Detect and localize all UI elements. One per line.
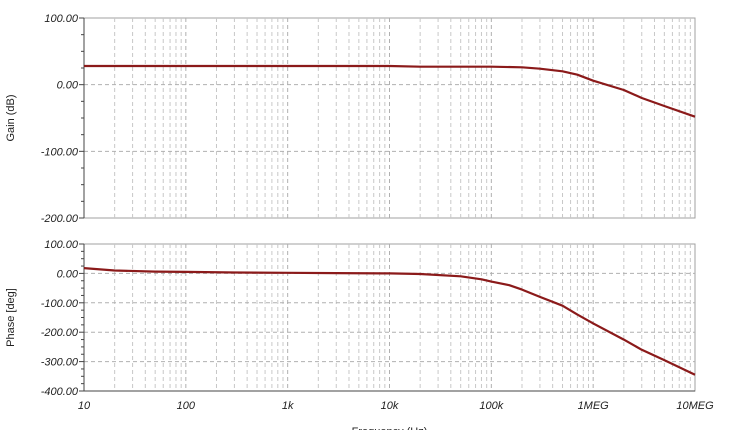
y-tick-label: -200.00 [41,213,79,225]
y-axis-title: Gain (dB) [5,94,17,141]
series-line [83,267,696,376]
x-tick-label: 100 [177,400,196,412]
series-line [84,64,696,118]
x-tick-label: 1MEG [578,400,610,412]
y-tick-label: -100.00 [41,298,79,310]
gain-panel: 100.00 0.00 -100.00 -200.00 Gain (dB) [5,13,696,225]
phase-panel: 100.00 0.00 -100.00 -200.00 -300.00 -400.00 Ph… [5,239,714,430]
y-tick-label: -200.00 [41,327,79,339]
y-tick-label: 100.00 [44,239,79,251]
y-tick-label: 100.00 [44,13,79,25]
y-tick-label: 0.00 [57,268,79,280]
x-axis-title: Frequency (Hz) [352,426,428,430]
x-tick-label: 10 [78,400,91,412]
y-tick-label: 0.00 [57,80,79,92]
x-tick-label: 10k [381,400,399,412]
x-tick-label: 10MEG [676,400,714,412]
x-tick-label: 100k [479,400,503,412]
y-tick-label: -400.00 [41,386,79,398]
y-tick-label: -300.00 [41,357,79,369]
x-tick-label: 1k [282,400,294,412]
y-tick-label: -100.00 [41,146,79,158]
y-axis-title: Phase [deg] [5,288,17,347]
